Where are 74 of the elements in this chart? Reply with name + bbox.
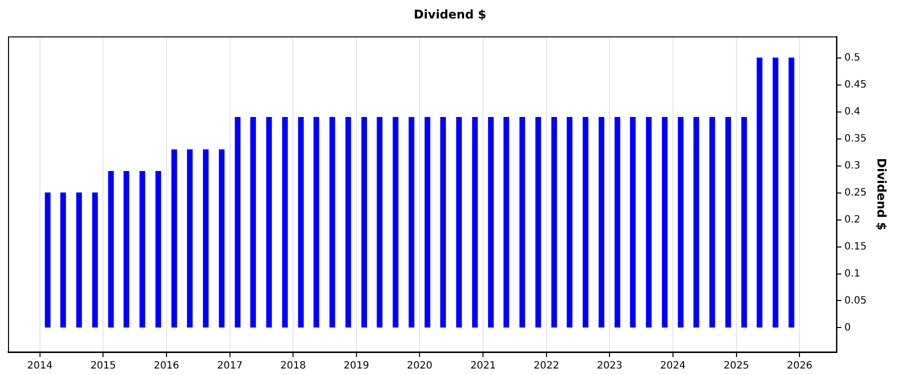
bar xyxy=(614,116,620,328)
bar xyxy=(108,170,114,328)
bar xyxy=(756,58,762,328)
bar xyxy=(376,116,382,328)
bar xyxy=(488,116,494,328)
bar xyxy=(345,116,352,328)
bar xyxy=(44,192,51,328)
bar xyxy=(456,116,462,328)
bar xyxy=(361,116,368,328)
y-tick-label: 0.25 xyxy=(844,187,867,198)
y-tick-label: 0.1 xyxy=(844,268,860,280)
y-tick-label: 0.35 xyxy=(844,133,867,144)
bar xyxy=(598,116,604,328)
x-tick-label: 2018 xyxy=(280,360,306,372)
bar xyxy=(788,58,794,328)
bar xyxy=(519,116,526,328)
bar xyxy=(266,116,272,328)
bar xyxy=(392,116,398,328)
x-tick-label: 2016 xyxy=(154,360,180,372)
bar xyxy=(772,58,778,328)
y-tick-label: 0.3 xyxy=(844,160,860,172)
x-tick-label: 2015 xyxy=(90,360,116,372)
y-tick-label: 0 xyxy=(844,322,851,334)
bar xyxy=(566,116,572,328)
y-tick-label: 0.5 xyxy=(844,52,860,64)
x-tick-label: 2014 xyxy=(27,360,53,372)
bar xyxy=(92,192,98,328)
bar xyxy=(171,149,178,328)
x-tick-label: 2021 xyxy=(470,360,496,372)
bar xyxy=(551,116,557,328)
x-tick-label: 2024 xyxy=(660,360,686,372)
x-tick-label: 2023 xyxy=(596,360,622,372)
bar xyxy=(693,116,700,328)
bar xyxy=(741,116,747,328)
bar xyxy=(250,116,256,328)
bar xyxy=(186,149,193,328)
bar xyxy=(140,170,146,328)
bar xyxy=(76,192,82,328)
x-tick-label: 2020 xyxy=(406,360,432,372)
bar xyxy=(314,116,320,328)
bar xyxy=(646,116,652,328)
y-tick-label: 0.45 xyxy=(844,80,867,91)
bar xyxy=(298,116,304,328)
bar xyxy=(725,116,732,328)
bar xyxy=(282,116,288,328)
bar xyxy=(329,116,336,328)
bar xyxy=(630,116,636,328)
bar xyxy=(472,116,478,328)
y-tick-label: 0.2 xyxy=(844,214,860,226)
x-tick-label: 2019 xyxy=(344,360,370,372)
x-tick-label: 2022 xyxy=(534,360,560,372)
bar xyxy=(662,116,668,328)
bar xyxy=(218,149,225,328)
bar xyxy=(678,116,684,328)
y-tick-label: 0.05 xyxy=(844,295,867,306)
bar xyxy=(535,116,542,328)
bar xyxy=(408,116,414,328)
x-tick-label: 2025 xyxy=(724,360,750,372)
bar xyxy=(503,116,510,328)
bar xyxy=(124,170,130,328)
bar xyxy=(709,116,716,328)
bar xyxy=(582,116,588,328)
y-tick-label: 0.15 xyxy=(844,241,867,252)
y-tick-label: 0.4 xyxy=(844,106,860,118)
bar xyxy=(155,170,162,328)
x-tick-label: 2017 xyxy=(217,360,243,372)
bar xyxy=(60,192,66,328)
y-axis-title: Dividend $ xyxy=(874,158,889,230)
chart-title: Dividend $ xyxy=(414,7,486,22)
bar xyxy=(424,116,430,328)
bar xyxy=(202,149,209,328)
x-tick-label: 2026 xyxy=(786,360,812,372)
bar xyxy=(234,116,240,328)
bar xyxy=(440,116,446,328)
